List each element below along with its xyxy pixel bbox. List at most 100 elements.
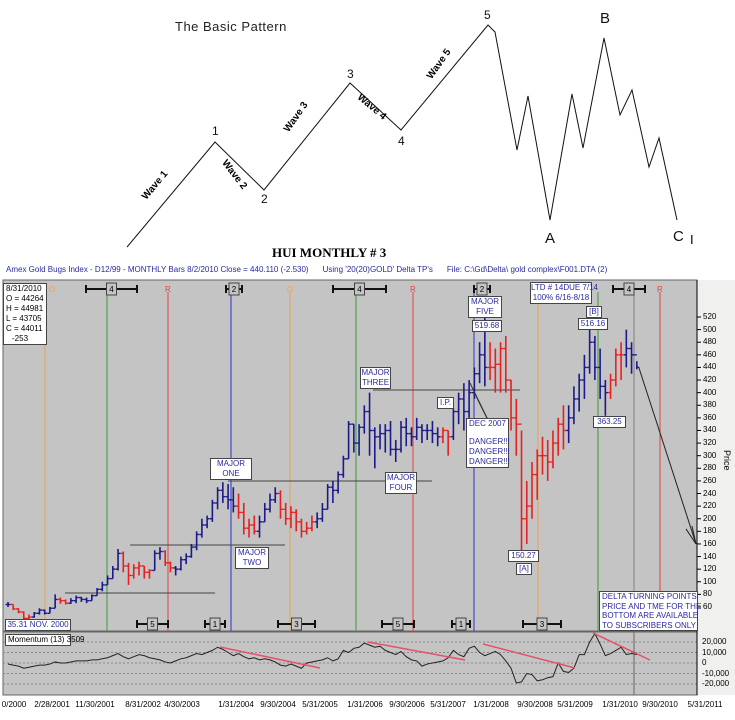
- range-marker-label: 4: [357, 285, 362, 294]
- range-markers: 4 2 4 2 4 5 1 3 5 1 3: [85, 282, 646, 631]
- price-tick-label: 520: [703, 312, 717, 321]
- wave-point-label: 1: [212, 124, 219, 138]
- label-b: [B]: [586, 306, 602, 318]
- momentum-trendline: [592, 632, 651, 661]
- wave-point-label: 4: [398, 134, 405, 148]
- price-tick-label: 200: [703, 513, 717, 523]
- label-major-three: MAJOR THREE: [360, 367, 391, 389]
- price-panel: [2, 279, 698, 632]
- range-marker-label: 3: [294, 620, 299, 629]
- range-marker-label: 1: [213, 620, 218, 629]
- momentum-tick-label: 0: [702, 658, 707, 667]
- pointer-line: [477, 399, 488, 419]
- range-marker-box: [228, 282, 240, 296]
- range-marker-label: 2: [232, 285, 237, 294]
- range-marker-label: 4: [109, 285, 114, 294]
- price-tick-label: 60: [703, 601, 712, 611]
- date-tick-label: 9/30/2004: [260, 700, 296, 709]
- label-ip: I.P.: [437, 397, 454, 409]
- range-marker-label: 1: [459, 620, 464, 629]
- momentum-trendline: [367, 641, 466, 661]
- range-marker-box: [476, 282, 488, 296]
- date-tick-label: 5/31/2011: [687, 700, 723, 709]
- elliott-wave-diagram: [126, 24, 678, 248]
- cycle-line-label: R: [657, 285, 663, 294]
- label-major-five: MAJOR FIVE: [468, 296, 502, 318]
- info-date: 8/31/2010: [6, 284, 42, 293]
- momentum-tick-label: 20,000: [702, 637, 727, 646]
- wave-point-label: A: [545, 230, 556, 247]
- wave-path: [126, 24, 678, 248]
- date-tick-label: 1/31/2004: [218, 700, 254, 709]
- date-tick-label: 8/31/2002: [125, 700, 161, 709]
- info-high: H = 44981: [6, 304, 44, 313]
- chart-header: Amex Gold Bugs Index - D12/99 - MONTHLY …: [6, 265, 607, 274]
- wave-end-marker: I: [690, 232, 694, 247]
- price-tick-label: 300: [703, 450, 717, 460]
- date-tick-label: 4/30/2003: [164, 700, 200, 709]
- label-a-value: 150.27: [508, 550, 539, 562]
- date-tick-label: 2/28/2001: [34, 700, 70, 709]
- pattern-title: The Basic Pattern: [175, 19, 287, 34]
- momentum-tick-label: -20,000: [702, 679, 730, 688]
- price-tick-label: 160: [703, 538, 717, 548]
- date-tick-label: 9/30/2008: [517, 700, 553, 709]
- price-tick-label: 360: [703, 412, 717, 422]
- momentum-series: [7, 632, 637, 684]
- momentum-label: Momentum (13) 3509: [5, 634, 84, 646]
- price-tick-label: 480: [703, 337, 717, 347]
- projection-arrowhead: [685, 525, 697, 545]
- range-marker-box: [354, 282, 365, 296]
- info-change: -253: [12, 334, 29, 343]
- label-ltd: LTD # 14DUE 7/14 100% 6/16-8/18: [530, 282, 598, 304]
- price-tick-label: 320: [703, 438, 717, 448]
- label-low-2010: 363.25: [593, 416, 626, 428]
- price-tick-label: 340: [703, 425, 717, 435]
- price-tick-label: 220: [703, 501, 717, 511]
- price-tick-label: 440: [703, 362, 717, 372]
- price-tick-label: 380: [703, 400, 717, 410]
- price-tick-label: 80: [703, 589, 712, 599]
- date-tick-label: 0/2000: [1, 700, 27, 709]
- price-tick-label: 240: [703, 488, 717, 498]
- range-marker-box: [536, 617, 548, 631]
- label-b-value: 516.16: [578, 318, 608, 330]
- chart-title: HUI MONTHLY # 3: [272, 245, 387, 260]
- momentum-trendline: [482, 643, 576, 669]
- date-tick-label: 5/31/2007: [430, 700, 466, 709]
- label-high-2008: 519.68: [472, 320, 502, 332]
- label-low-2000: 35.31 NOV. 2000: [5, 619, 71, 631]
- info-open: O = 44264: [6, 294, 44, 303]
- cycle-line-label: R: [165, 285, 171, 294]
- range-marker-box: [455, 617, 467, 631]
- price-tick-label: 260: [703, 475, 717, 485]
- header-using: Using '20(20)GOLD' Delta TP's: [322, 265, 433, 274]
- range-marker-box: [209, 617, 221, 631]
- date-tick-label: 5/31/2005: [302, 700, 338, 709]
- delta-note: DELTA TURNING POINTS PRICE AND TME FOR TH…: [599, 591, 701, 631]
- label-major-four: MAJOR FOUR: [385, 472, 417, 494]
- price-tick-label: 100: [703, 576, 717, 586]
- momentum-tick-label: 10,000: [702, 647, 727, 657]
- date-tick-label: 9/30/2010: [642, 700, 678, 709]
- range-marker-label: 2: [480, 285, 485, 294]
- price-axis-area: [697, 280, 735, 695]
- range-marker-label: 5: [150, 620, 155, 629]
- info-close: C = 44011: [6, 324, 43, 333]
- wave-point-label: C: [673, 228, 684, 245]
- projection-arrow: [469, 367, 697, 545]
- date-tick-label: 11/30/2001: [75, 700, 115, 709]
- projection-line: [638, 367, 697, 545]
- cycle-line-label: O: [287, 285, 294, 294]
- date-tick-label: 1/31/2010: [602, 700, 638, 709]
- label-danger: DEC 2007 DANGER!!! DANGER!!! DANGER!!!: [466, 418, 510, 468]
- price-bars: [5, 317, 640, 623]
- label-major-two: MAJOR TWO: [235, 547, 269, 569]
- date-tick-label: 1/31/2006: [347, 700, 383, 709]
- momentum-trendline: [219, 646, 321, 669]
- momentum-panel: [2, 631, 698, 696]
- wave-point-label: B: [600, 10, 611, 27]
- price-tick-label: 120: [703, 564, 717, 574]
- range-marker-box: [147, 617, 158, 631]
